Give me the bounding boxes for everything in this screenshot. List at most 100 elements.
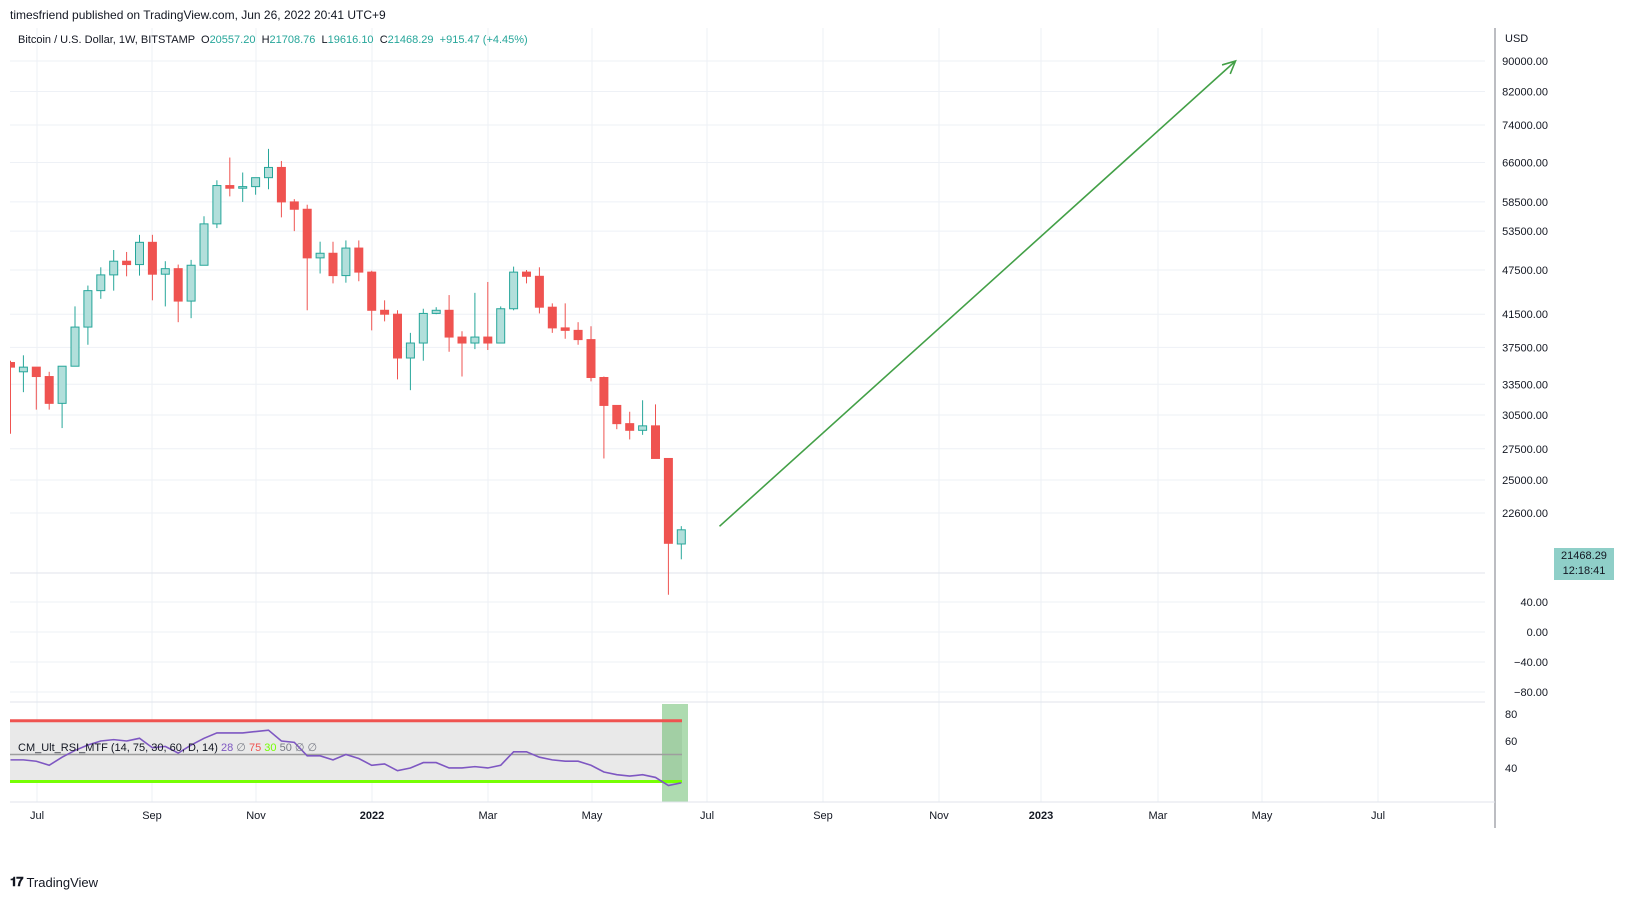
price-tick-label: 22600.00 [1502, 508, 1548, 520]
candle-body [44, 376, 54, 404]
candle-body [509, 271, 519, 310]
price-tick-label: 47500.00 [1502, 265, 1548, 277]
time-tick-label: Jul [30, 810, 44, 822]
time-tick-label: Jul [1371, 810, 1385, 822]
time-tick-label: 2022 [360, 810, 384, 822]
candle-body [83, 290, 93, 328]
candle-body [483, 336, 493, 344]
candle-body [651, 425, 660, 459]
indicator-v3: 75 [248, 742, 262, 754]
symbol-legend: Bitcoin / U.S. Dollar, 1W, BITSTAMP O205… [18, 34, 528, 46]
rsi-tick-label: 40 [1505, 763, 1517, 775]
lower-tick-label: −40.00 [1514, 657, 1548, 669]
high-label: H [261, 34, 270, 46]
candle-body [573, 329, 583, 341]
candle-body [405, 342, 415, 359]
indicator-name: CM_Ult_RSI_MTF (14, 75, 30, 60, D, 14) [18, 742, 218, 754]
last-price-tag: 21468.29 12:18:41 [1554, 548, 1614, 580]
open-value: 20557.20 [209, 34, 256, 46]
candle-body [57, 365, 67, 404]
candle-body [676, 529, 686, 545]
candle-body [122, 260, 132, 266]
symbol-name: Bitcoin / U.S. Dollar, 1W, BITSTAMP [18, 34, 195, 46]
candle-body [560, 327, 570, 331]
price-tick-label: 27500.00 [1502, 444, 1548, 456]
time-tick-label: Sep [142, 810, 162, 822]
candle-body [444, 309, 454, 338]
candle-body [96, 274, 106, 292]
candles [10, 148, 686, 595]
candle-body [109, 260, 119, 276]
time-tick-label: Nov [929, 810, 949, 822]
candle-body [225, 185, 235, 189]
rsi-line [10, 729, 682, 787]
time-tick-label: Jul [700, 810, 714, 822]
chart-area[interactable]: USD 90000.00 82000.00 74000.00 66000.00 58500… [10, 28, 1550, 864]
candle-body [431, 309, 441, 314]
rsi-tick-label: 60 [1505, 736, 1517, 748]
publisher-line: timesfriend published on TradingView.com… [10, 8, 386, 22]
time-tick-label: 2023 [1029, 810, 1053, 822]
candle-body [160, 268, 170, 275]
time-tick-label: Sep [813, 810, 833, 822]
chart-grid [10, 28, 1485, 802]
rsi-indicator [10, 729, 682, 787]
open-label: O [201, 34, 210, 46]
last-price: 21468.29 [1561, 550, 1607, 562]
candle-body [212, 185, 222, 225]
tradingview-logo-icon: 𝟏𝟕 [10, 874, 24, 889]
arrow-head [1221, 59, 1237, 75]
price-tick-label: 74000.00 [1502, 120, 1548, 132]
indicator-v4: 30 [264, 742, 277, 754]
price-tick-label: 82000.00 [1502, 86, 1548, 98]
candle-body [534, 275, 544, 308]
price-tick-label: 90000.00 [1502, 56, 1548, 68]
high-value: 21708.76 [269, 34, 316, 46]
candle-body [10, 362, 15, 368]
candle-body [547, 306, 557, 329]
price-tick-label: 58500.00 [1502, 197, 1548, 209]
rsi-tick-label: 80 [1505, 709, 1517, 721]
candle-body [18, 366, 28, 373]
lower-tick-label: −80.00 [1514, 687, 1548, 699]
axes: USD 90000.00 82000.00 74000.00 66000.00 58500… [10, 28, 1548, 828]
indicator-v1: 28 [220, 742, 234, 754]
close-value: 21468.29 [387, 34, 434, 46]
time-tick-label: May [1252, 810, 1273, 822]
candle-body [238, 186, 248, 189]
candle-body [251, 177, 261, 188]
candle-body [276, 166, 286, 203]
close-label: C [379, 34, 388, 46]
candle-body [341, 247, 351, 277]
candle-body [135, 241, 144, 266]
candle-body [328, 252, 338, 277]
price-tick-label: 53500.00 [1502, 226, 1548, 238]
indicator-v7: ∅ [307, 742, 318, 754]
candle-body [31, 366, 41, 378]
price-tick-label: 41500.00 [1502, 309, 1548, 321]
candle-body [199, 223, 209, 266]
time-tick-label: Mar [1149, 810, 1168, 822]
candle-body [302, 208, 312, 259]
low-label: L [321, 34, 328, 46]
candle-body [70, 326, 80, 367]
time-tick-label: Nov [246, 810, 266, 822]
lower-tick-label: 40.00 [1520, 597, 1548, 609]
indicator-v5: 50 [279, 742, 292, 754]
candle-body [315, 252, 325, 259]
candle-body [625, 423, 635, 431]
lower-tick-label: 0.00 [1527, 627, 1548, 639]
candle-body [586, 339, 596, 378]
time-tick-label: May [582, 810, 603, 822]
indicator-v2: ∅ [236, 742, 246, 754]
projection-arrow [718, 59, 1237, 527]
time-tick-label: Mar [479, 810, 498, 822]
candle-body [393, 313, 402, 359]
candle-body [173, 268, 183, 302]
candle-body [147, 241, 157, 275]
candle-body [367, 271, 377, 311]
candle-body [470, 336, 480, 344]
price-axis-currency: USD [1505, 33, 1528, 45]
change-value: +915.47 (+4.45%) [439, 34, 528, 46]
candle-body [663, 457, 673, 544]
